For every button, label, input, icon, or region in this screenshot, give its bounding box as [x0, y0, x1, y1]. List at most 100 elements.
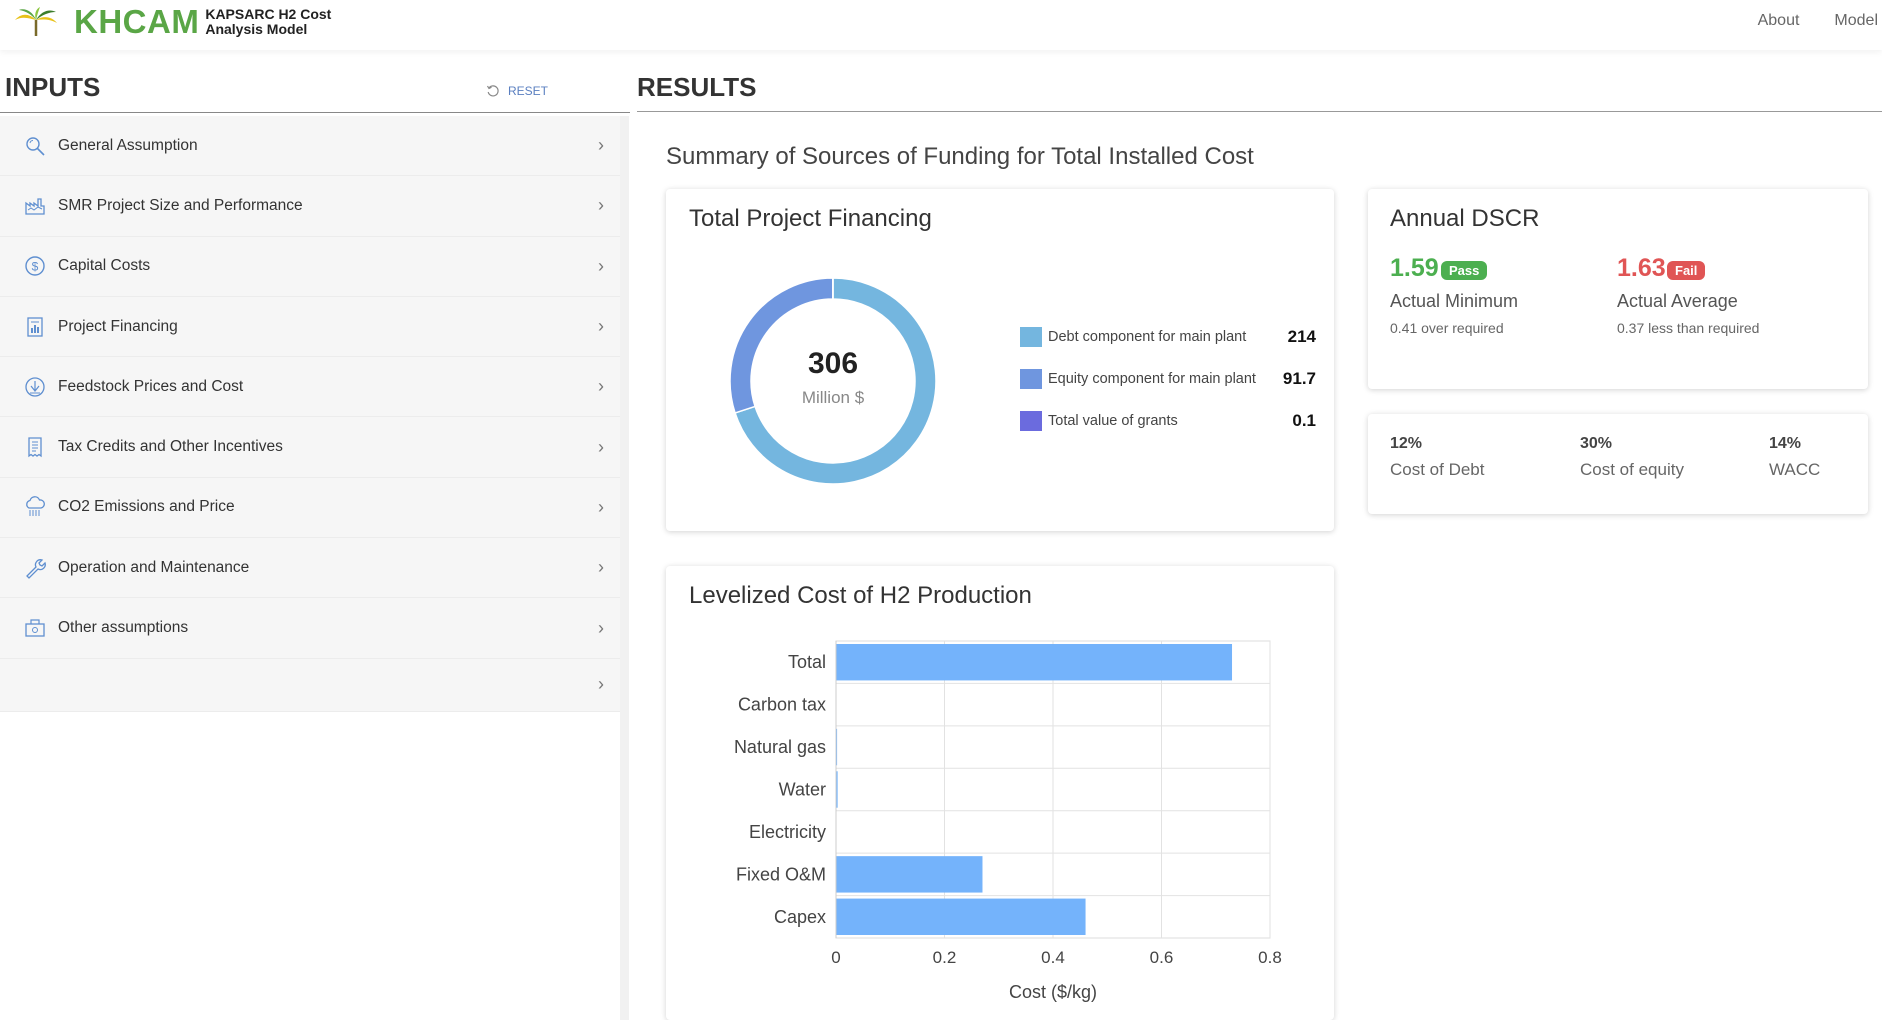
x-axis-label: Cost ($/kg) — [1009, 982, 1097, 1002]
dscr-minimum-value: 1.59 — [1390, 254, 1439, 282]
chevron-right-icon: › — [598, 674, 604, 695]
legend-value: 214 — [1287, 327, 1316, 346]
feedstock-icon — [23, 375, 47, 399]
nav-model[interactable]: Model — [1834, 12, 1878, 29]
legend-swatch — [1020, 369, 1042, 389]
x-tick-label: 0.2 — [933, 948, 957, 967]
cost-of-capital-card — [1368, 414, 1868, 514]
sidebar-item-label: Operation and Maintenance — [58, 558, 250, 576]
dscr-average-label: Actual Average — [1617, 291, 1738, 311]
sidebar-item-tax-credits[interactable]: Tax Credits and Other Incentives › — [0, 417, 620, 478]
sidebar-item-smr-project-size[interactable]: SMR Project Size and Performance › — [0, 176, 620, 237]
chevron-right-icon: › — [598, 617, 604, 638]
sidebar-item-label: Tax Credits and Other Incentives — [58, 438, 283, 456]
bar-fixed-o-m[interactable] — [836, 856, 983, 893]
sidebar-item-co2-emissions[interactable]: CO2 Emissions and Price › — [0, 477, 620, 539]
chevron-right-icon: › — [598, 496, 604, 517]
wacc-label: WACC — [1769, 460, 1821, 479]
brand-name: KHCAM — [74, 3, 200, 40]
legend-item-grants: Total value of grants 0.1 — [1020, 411, 1316, 431]
legend-swatch — [1020, 327, 1042, 347]
financing-card-title: Total Project Financing — [689, 205, 932, 232]
dscr-average-value: 1.63 — [1617, 254, 1666, 282]
donut-slice-0[interactable] — [734, 277, 937, 485]
top-bar: KHCAM KAPSARC H2 Cost Analysis Model Abo… — [0, 0, 1882, 50]
y-tick-label: Total — [788, 652, 826, 672]
wrench-icon — [23, 556, 47, 580]
y-tick-label: Natural gas — [734, 737, 826, 757]
sidebar-item-general-assumption[interactable]: General Assumption › — [0, 116, 620, 177]
sidebar-item-label: CO2 Emissions and Price — [58, 498, 235, 516]
lcoh-bar-chart: 0 0.2 0.4 0.6 0.8 Total Carbon tax Natural gas W… — [734, 640, 1282, 1002]
financing-donut-chart — [729, 277, 937, 485]
chevron-right-icon: › — [598, 436, 604, 457]
other-assumptions-icon — [23, 616, 47, 640]
inputs-divider — [0, 112, 630, 113]
sidebar-item-label: Other assumptions — [58, 619, 189, 637]
factory-icon — [23, 194, 47, 218]
sidebar-item-label: Feedstock Prices and Cost — [58, 377, 244, 395]
sidebar-item-other-assumptions[interactable]: Other assumptions › — [0, 598, 620, 659]
legend-swatch — [1020, 411, 1042, 431]
legend-value: 0.1 — [1292, 411, 1316, 430]
chevron-right-icon: › — [598, 316, 604, 337]
sidebar-item-project-financing[interactable]: Project Financing › — [0, 296, 620, 358]
chevron-right-icon: › — [598, 195, 604, 216]
legend-label: Debt component for main plant — [1048, 329, 1247, 345]
summary-heading: Summary of Sources of Funding for Total … — [666, 143, 1254, 170]
chevron-right-icon: › — [598, 376, 604, 397]
document-chart-icon — [23, 315, 47, 339]
dscr-card-title: Annual DSCR — [1390, 205, 1540, 232]
logo[interactable]: KHCAM KAPSARC H2 Cost Analysis Model — [14, 3, 345, 40]
cost-of-debt-label: Cost of Debt — [1390, 460, 1485, 479]
dscr-card — [1368, 189, 1868, 389]
receipt-icon — [23, 435, 47, 459]
sidebar-item-label: Capital Costs — [58, 257, 151, 275]
legend-item-equity: Equity component for main plant 91.7 — [1020, 369, 1316, 389]
financing-card — [666, 189, 1334, 531]
sidebar-item-operation-maintenance[interactable]: Operation and Maintenance › — [0, 538, 620, 599]
cloud-emission-icon — [23, 495, 47, 519]
bar-natural-gas[interactable] — [836, 728, 838, 766]
palm-logo-icon — [15, 7, 57, 36]
sidebar-item-label: SMR Project Size and Performance — [58, 196, 303, 214]
donut-center-value: 306 — [807, 347, 859, 380]
chevron-right-icon: › — [598, 557, 604, 578]
sidebar-scrollbar[interactable] — [620, 116, 629, 1020]
y-tick-label: Water — [779, 780, 826, 800]
dollar-icon: $ — [23, 254, 47, 278]
cost-of-debt-value: 12% — [1390, 435, 1423, 452]
legend-value: 91.7 — [1282, 369, 1316, 388]
nav-about[interactable]: About — [1757, 12, 1800, 29]
donut-center-unit: Million $ — [801, 388, 865, 407]
results-title: RESULTS — [637, 72, 757, 102]
wacc-value: 14% — [1769, 435, 1802, 452]
sidebar-item-feedstock-prices[interactable]: Feedstock Prices and Cost › — [0, 357, 620, 418]
reset-button[interactable]: RESET — [486, 84, 548, 98]
bar-total[interactable] — [836, 644, 1233, 681]
fail-badge: Fail — [1667, 261, 1706, 280]
y-tick-label: Carbon tax — [738, 695, 826, 715]
lcoh-card — [666, 566, 1334, 1020]
sidebar-item-label: General Assumption — [58, 136, 198, 154]
cost-of-equity-label: Cost of equity — [1580, 460, 1684, 479]
lcoh-card-title: Levelized Cost of H2 Production — [689, 582, 1032, 609]
bar-water[interactable] — [836, 771, 838, 808]
inputs-sidebar: General Assumption › SMR Project Size an… — [0, 116, 620, 712]
cost-of-equity-value: 30% — [1580, 435, 1613, 452]
sidebar-item-label: Project Financing — [58, 317, 178, 335]
legend-label: Total value of grants — [1048, 413, 1178, 429]
inputs-title: INPUTS — [5, 72, 101, 102]
bar-capex[interactable] — [836, 898, 1086, 935]
dscr-minimum-label: Actual Minimum — [1390, 291, 1519, 311]
chevron-right-icon: › — [598, 255, 604, 276]
main-nav: About Model — [1758, 12, 1882, 30]
reset-label: RESET — [508, 84, 549, 98]
x-tick-label: 0 — [831, 948, 840, 967]
svg-text:$: $ — [32, 260, 39, 274]
sidebar-item-capital-costs[interactable]: $ Capital Costs › — [0, 236, 620, 297]
sidebar-item-unlabeled[interactable]: › — [0, 658, 620, 712]
search-icon — [23, 134, 47, 158]
reset-icon — [486, 85, 499, 97]
dscr-average-note: 0.37 less than required — [1617, 320, 1760, 336]
